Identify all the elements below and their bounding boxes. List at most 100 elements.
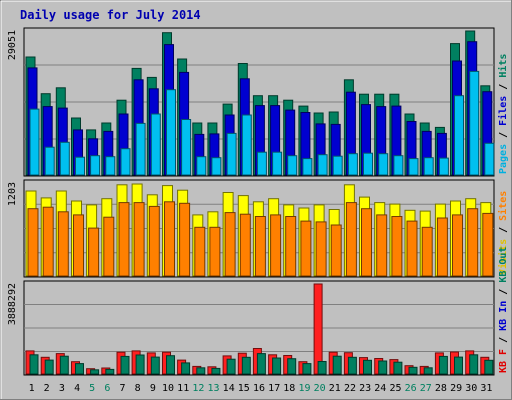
bar-sites-day-27 <box>421 226 433 277</box>
x-tick-label-day-24: 24 <box>374 383 386 394</box>
x-tick-label-day-25: 25 <box>389 383 401 394</box>
bar-sites-day-16 <box>254 216 266 277</box>
x-tick-label-day-19: 19 <box>298 383 310 394</box>
bar-sites-day-6 <box>103 216 115 277</box>
bar-pages-day-22 <box>347 153 358 176</box>
bar-kb-out-day-21 <box>332 355 342 375</box>
bar-pages-day-9 <box>150 113 161 176</box>
legend-files: Files <box>497 96 509 126</box>
bar-sites-day-10 <box>164 201 175 277</box>
bar-sites-day-1 <box>27 208 39 277</box>
bar-sites-day-2 <box>42 206 54 277</box>
x-tick-label-day-11: 11 <box>177 383 189 394</box>
x-tick-label-day-7: 7 <box>119 383 125 394</box>
legend-pages: Pages <box>498 144 509 174</box>
x-tick-label-day-12: 12 <box>192 383 204 394</box>
bar-pages-day-3 <box>59 141 70 176</box>
side-legend: KB F / KB In / KB Out <box>498 247 509 373</box>
bar-pages-day-29 <box>454 95 464 176</box>
bar-sites-day-12 <box>194 226 206 277</box>
bar-pages-day-27 <box>423 157 434 176</box>
bar-pages-day-21 <box>332 155 343 176</box>
axis-max-label: 3888292 <box>7 283 18 325</box>
x-tick-label-day-14: 14 <box>223 383 235 394</box>
x-tick-label-day-1: 1 <box>29 383 35 394</box>
bar-sites-day-30 <box>467 208 479 277</box>
x-tick-label-day-2: 2 <box>44 383 50 394</box>
bar-pages-day-8 <box>135 122 146 176</box>
panel-kbf-kbin-kbout: 3888292 KB F / KB In / KB Out <box>7 247 509 376</box>
legend-separator: / <box>498 283 509 301</box>
bar-kb-out-day-1 <box>29 354 39 375</box>
axis-max-label: 1203 <box>7 182 18 206</box>
bar-kb-out-day-7 <box>120 355 130 375</box>
legend-separator: / <box>498 331 509 349</box>
bar-kb-out-day-30 <box>469 354 479 375</box>
bar-sites-day-8 <box>133 202 145 277</box>
x-tick-label-day-15: 15 <box>238 383 250 394</box>
bar-pages-day-4 <box>75 156 85 176</box>
x-tick-label-day-5: 5 <box>89 383 95 394</box>
x-tick-label-day-23: 23 <box>359 383 371 394</box>
bar-sites-day-28 <box>436 217 448 277</box>
legend-kb-out: KB Out <box>498 247 509 283</box>
x-tick-label-day-31: 31 <box>480 383 492 394</box>
bar-kb-out-day-18 <box>287 358 297 375</box>
bar-sites-day-4 <box>73 214 84 277</box>
bar-pages-day-23 <box>363 152 373 176</box>
bar-kb-out-day-26 <box>408 366 418 375</box>
x-tick-label-day-6: 6 <box>104 383 110 394</box>
bar-pages-day-6 <box>105 156 116 176</box>
bar-kb-out-day-31 <box>484 359 494 375</box>
bar-kb-out-day-3 <box>59 355 69 375</box>
x-tick-label-day-29: 29 <box>450 383 462 394</box>
x-tick-label-day-10: 10 <box>162 383 174 394</box>
bar-sites-day-5 <box>88 227 100 277</box>
bar-kb-out-day-17 <box>272 357 282 375</box>
chart-title: Daily usage for July 2014 <box>20 8 201 22</box>
bar-sites-day-15 <box>239 213 251 277</box>
bar-pages-day-15 <box>241 114 252 176</box>
bar-kb-out-day-10 <box>166 355 175 375</box>
bar-pages-day-12 <box>196 156 207 176</box>
x-tick-label-day-3: 3 <box>59 383 65 394</box>
side-legend-text: Visits / Sites <box>497 191 509 275</box>
bar-kb-out-day-24 <box>378 360 388 375</box>
bar-pages-day-19 <box>302 158 313 176</box>
bar-kb-out-day-23 <box>363 359 372 375</box>
bar-sites-day-7 <box>118 202 130 277</box>
bar-sites-day-25 <box>391 216 403 277</box>
bar-kb-out-day-20 <box>317 361 327 375</box>
side-legend: Pages / Files / Hits <box>497 54 509 174</box>
x-tick-label-day-27: 27 <box>420 383 432 394</box>
bar-pages-day-1 <box>29 108 40 176</box>
bar-kb-out-day-14 <box>226 358 236 375</box>
bar-sites-day-31 <box>482 212 494 277</box>
legend-kb-f: KB F <box>498 349 509 373</box>
bar-pages-day-28 <box>438 157 449 176</box>
bar-sites-day-18 <box>285 216 297 277</box>
bar-sites-day-23 <box>361 208 372 277</box>
bar-kb-out-day-2 <box>44 359 54 375</box>
bar-pages-day-24 <box>378 153 389 176</box>
bar-pages-day-30 <box>469 70 480 176</box>
bar-pages-day-20 <box>317 154 328 176</box>
bar-sites-day-26 <box>406 220 418 277</box>
x-tick-label-day-13: 13 <box>207 383 219 394</box>
x-tick-label-day-8: 8 <box>135 383 141 394</box>
bar-pages-day-5 <box>90 155 101 176</box>
bar-pages-day-14 <box>226 132 237 176</box>
x-tick-label-day-9: 9 <box>150 383 156 394</box>
bar-kb-f-day-20 <box>313 283 323 375</box>
side-legend-text: KB F / KB In / KB Out <box>498 247 509 373</box>
bar-kb-out-day-12 <box>196 367 206 375</box>
bar-pages-day-13 <box>211 157 222 176</box>
bar-pages-day-25 <box>393 155 404 176</box>
panel-hits-files-pages: 29051 Pages / Files / Hits <box>7 27 509 177</box>
x-tick-label-day-20: 20 <box>314 383 326 394</box>
bar-kb-out-day-4 <box>75 363 84 375</box>
bar-pages-day-16 <box>256 151 267 176</box>
x-tick-label-day-28: 28 <box>435 383 447 394</box>
x-tick-label-day-16: 16 <box>253 383 265 394</box>
